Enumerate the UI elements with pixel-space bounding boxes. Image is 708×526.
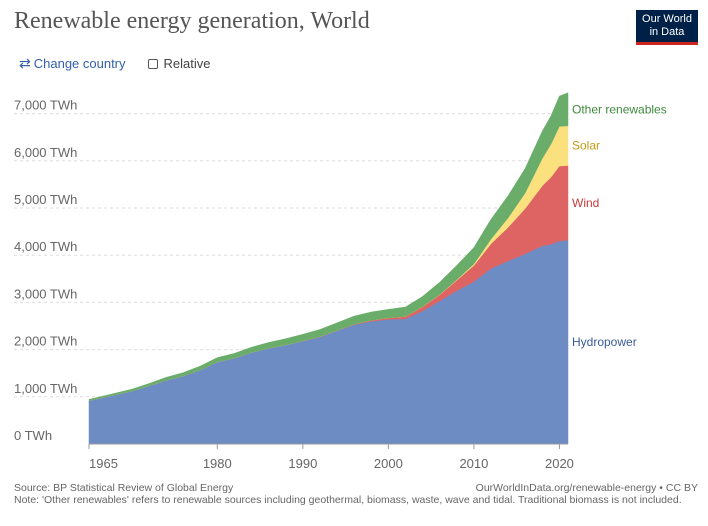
y-tick-label: 2,000 TWh bbox=[14, 334, 77, 349]
y-tick-label: 0 TWh bbox=[14, 428, 52, 443]
source-text: Source: BP Statistical Review of Global … bbox=[14, 482, 234, 494]
logo-line-2: in Data bbox=[649, 26, 685, 38]
license-link[interactable]: OurWorldInData.org/renewable-energy • CC… bbox=[475, 482, 698, 494]
relative-toggle[interactable]: Relative bbox=[147, 56, 211, 71]
owid-logo[interactable]: Our World in Data bbox=[636, 10, 698, 45]
swap-arrows-icon: ⇄ bbox=[19, 55, 31, 71]
area-other-renewables bbox=[88, 92, 569, 401]
series-label-wind: Wind bbox=[572, 196, 599, 210]
x-tick-label: 2010 bbox=[459, 456, 488, 471]
chart-controls: ⇄ Change country Relative bbox=[19, 55, 210, 72]
change-country-button[interactable]: ⇄ Change country bbox=[19, 55, 126, 72]
y-tick-label: 1,000 TWh bbox=[14, 381, 77, 396]
y-tick-label: 5,000 TWh bbox=[14, 192, 77, 207]
x-tick-label: 2000 bbox=[374, 456, 403, 471]
note-text: Note: 'Other renewables' refers to renew… bbox=[14, 494, 682, 506]
y-tick-label: 4,000 TWh bbox=[14, 239, 77, 254]
relative-checkbox[interactable] bbox=[147, 58, 158, 69]
chart-area: 0 TWh 1,000 TWh 2,000 TWh 3,000 TWh 4,000 TW… bbox=[14, 92, 667, 471]
x-tick-label: 2020 bbox=[545, 456, 574, 471]
chart-title: Renewable energy generation, World bbox=[14, 8, 370, 34]
chart-footer: Source: BP Statistical Review of Global … bbox=[14, 482, 698, 506]
series-label-other-renewables: Other renewables bbox=[572, 102, 667, 116]
y-tick-label: 3,000 TWh bbox=[14, 286, 77, 301]
x-tick-label: 1980 bbox=[203, 456, 232, 471]
y-tick-label: 7,000 TWh bbox=[14, 98, 77, 113]
area-hydropower bbox=[88, 239, 569, 445]
logo-line-1: Our World bbox=[642, 13, 692, 25]
x-tick-label: 1990 bbox=[288, 456, 317, 471]
series-label-solar: Solar bbox=[572, 139, 600, 153]
change-country-label: Change country bbox=[33, 56, 126, 71]
x-tick-label: 1965 bbox=[89, 456, 118, 471]
series-label-hydropower: Hydropower bbox=[572, 335, 637, 349]
y-tick-label: 6,000 TWh bbox=[14, 145, 77, 160]
relative-label: Relative bbox=[163, 56, 211, 71]
